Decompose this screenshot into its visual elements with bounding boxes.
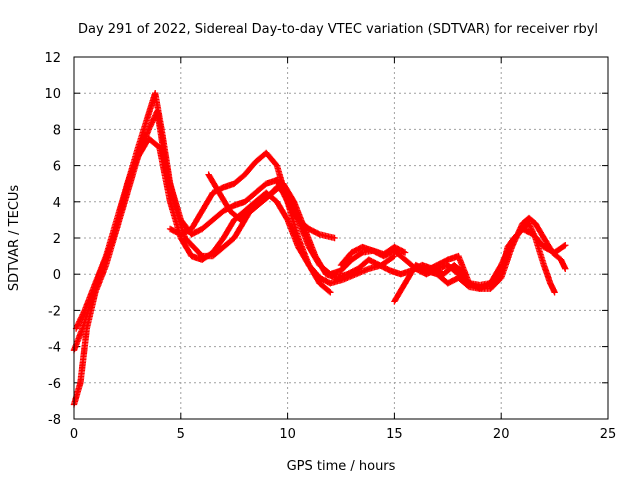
y-tick-label: 10 (44, 87, 61, 102)
series-track-8 (337, 225, 569, 289)
x-axis-label: GPS time / hours (287, 459, 396, 474)
data-markers (337, 225, 569, 289)
data-markers (70, 108, 398, 354)
y-tick-label: -4 (48, 341, 61, 356)
data-markers (72, 135, 409, 332)
x-tick-label: 5 (177, 427, 185, 442)
x-tick-label: 15 (386, 427, 403, 442)
y-tick-label: 2 (53, 232, 61, 247)
y-tick-labels: -8 -6 -4 -2 0 2 4 6 8 10 12 (44, 51, 61, 428)
series-track-2 (70, 108, 398, 354)
y-tick-label: 8 (53, 123, 61, 138)
data-markers (166, 149, 334, 296)
y-tick-label: 6 (53, 160, 61, 175)
y-axis-label: SDTVAR / TECUs (7, 185, 22, 292)
x-tick-label: 0 (70, 427, 78, 442)
y-tick-label: 4 (53, 196, 61, 211)
series-track-3 (72, 135, 409, 332)
y-tick-label: 0 (53, 268, 61, 283)
x-tick-labels: 0 5 10 15 20 25 (70, 427, 616, 442)
x-tick-label: 20 (493, 427, 510, 442)
plot-frame (73, 56, 609, 420)
x-tick-label: 25 (600, 427, 617, 442)
data-markers (205, 171, 469, 281)
x-tick-label: 10 (279, 427, 296, 442)
y-tick-label: -6 (48, 377, 61, 392)
series-track-5 (205, 171, 469, 281)
series-track-4 (166, 149, 334, 296)
data-points (70, 90, 569, 408)
y-tick-label: -8 (48, 413, 61, 428)
y-tick-label: -2 (48, 304, 61, 319)
chart-title: Day 291 of 2022, Sidereal Day-to-day VTE… (78, 22, 598, 37)
y-tick-label: 12 (44, 51, 61, 66)
